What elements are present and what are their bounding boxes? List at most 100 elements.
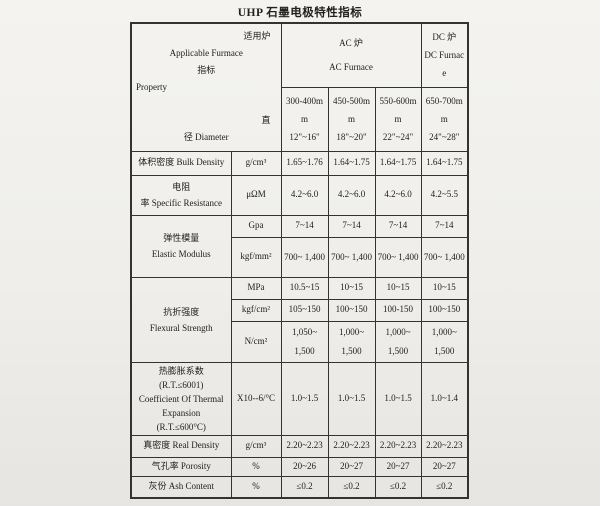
value-cell: ≤0.2 — [280, 475, 329, 499]
property-label-en: Flexural Strength — [149, 322, 213, 333]
diameter-mm: 650-700mm — [425, 96, 463, 124]
value-cell: ≤0.2 — [327, 475, 376, 499]
corner-header-content: 适用炉 Applicable Furmace 指标 Property 直 径 D… — [134, 28, 279, 146]
value-cell: 1.64~1.75 — [374, 150, 422, 176]
diameter-inch: 18"~20" — [336, 132, 367, 142]
row-specific-resistance: 电阻 率 Specific Resistance μΩM 4.2~6.0 4.2… — [130, 174, 469, 216]
value-cell: 20~26 — [280, 456, 329, 477]
row-elastic-modulus-kgf: kgf/mm² 700~ 1,400 700~ 1,400 700~ 1,400… — [131, 236, 469, 278]
property-label-line1: 热膨胀系数 — [158, 365, 204, 376]
row-real-density: 真密度 Real Density g/cm³ 2.20~2.23 2.20~2.… — [130, 434, 469, 458]
value-cell: 4.2~6.0 — [374, 174, 422, 216]
diameter-inch: 22"~24" — [382, 132, 414, 142]
property-label-thermal-expansion: 热膨胀系数 (R.T.≤6001) Coefficient Of Thermal… — [130, 361, 232, 436]
value-cell: 1,000~ 1,500 — [420, 320, 469, 363]
property-label-line5: (R.T.≤600°C) — [156, 421, 206, 432]
unit-cell: MPa — [230, 276, 282, 300]
row-flexural-mpa: 抗折强度 Flexural Strength MPa 10.5~15 10~15… — [130, 276, 469, 363]
value-cell: 100~150 — [327, 298, 376, 322]
value-cell: 100-150 — [374, 298, 422, 322]
row-flexural-ncm: N/cm² 1,050~ 1,500 1,000~ 1,500 1,000~ 1… — [131, 320, 469, 363]
property-label-en: Elastic Modulus — [151, 249, 211, 259]
row-bulk-density: 体积密度 Bulk Density g/cm³ 1.65~1.76 1.64~1… — [130, 150, 469, 176]
page-title: UHP 石墨电极特性指标 — [237, 7, 363, 19]
value-cell: 7~14 — [420, 214, 469, 238]
property-label-real-density: 真密度 Real Density — [130, 434, 232, 458]
value-cell: 1.64~1.75 — [327, 150, 376, 176]
dc-furnace-label-en: DC Furnace — [424, 50, 465, 79]
diameter-header-cell-4: 650-700mm 24"~28" — [420, 86, 469, 152]
corner-applicable-furnace-cn: 适用炉 — [243, 31, 271, 42]
row-porosity: 气孔率 Porosity % 20~26 20~27 20~27 20~27 — [130, 456, 469, 477]
row-flexural-kgf: kgf/cm² 105~150 100~150 100-150 100~150 — [131, 298, 469, 322]
corner-applicable-furnace-en: Applicable Furmace — [169, 48, 243, 59]
header-row-diameter: 300-400mm 12"~16" 450-500mm 18"~20" 550-… — [131, 86, 469, 152]
ac-furnace-label-en: AC Furnace — [329, 62, 373, 73]
property-label-bulk-density: 体积密度 Bulk Density — [130, 150, 232, 176]
unit-cell: Gpa — [230, 214, 282, 238]
value-cell: ≤0.2 — [420, 475, 469, 499]
value-cell: 1.64~1.75 — [420, 150, 469, 176]
value-cell: 100~150 — [420, 298, 469, 322]
value-cell: 2.20~2.23 — [327, 434, 376, 458]
property-label-line4: Expansion — [162, 407, 201, 418]
ac-furnace-header-cell: AC 炉 AC Furnace — [280, 22, 422, 88]
value-cell: 20~27 — [420, 456, 469, 477]
property-label-specific-resistance: 电阻 率 Specific Resistance — [130, 174, 232, 216]
value-cell: 2.20~2.23 — [420, 434, 469, 458]
corner-diameter-cn-part1: 直 — [261, 115, 271, 126]
diameter-header-cell-2: 450-500mm 18"~20" — [327, 86, 376, 152]
diameter-mm: 300-400mm — [286, 96, 324, 124]
property-label-elastic-modulus: 弹性模量 Elastic Modulus — [130, 214, 232, 278]
header-row-furnace: 适用炉 Applicable Furmace 指标 Property 直 径 D… — [130, 22, 469, 152]
value-cell: 2.20~2.23 — [280, 434, 329, 458]
row-elastic-modulus-gpa: 弹性模量 Elastic Modulus Gpa 7~14 7~14 7~14 … — [130, 214, 469, 278]
value-cell: 4.2~5.5 — [420, 174, 469, 216]
value-cell: 105~150 — [280, 298, 329, 322]
property-label-cn: 弹性模量 — [163, 233, 200, 243]
dc-furnace-label-cn: DC 炉 — [432, 32, 457, 43]
value-cell: 1.65~1.76 — [280, 150, 329, 176]
value-cell: 4.2~6.0 — [280, 174, 329, 216]
row-ash-content: 灰份 Ash Content % ≤0.2 ≤0.2 ≤0.2 ≤0.2 — [130, 475, 469, 499]
value-cell: 7~14 — [327, 214, 376, 238]
corner-header-cell: 适用炉 Applicable Furmace 指标 Property 直 径 D… — [130, 22, 282, 152]
diameter-header-cell-3: 550-600mm 22"~24" — [374, 86, 422, 152]
diameter-header-cell-1: 300-400mm 12"~16" — [280, 86, 329, 152]
value-cell: 1.0~1.5 — [327, 361, 376, 436]
value-cell: 10~15 — [327, 276, 376, 300]
value-cell: 1.0~1.4 — [420, 361, 469, 436]
value-cell: 700~ 1,400 — [374, 236, 422, 278]
unit-cell: X10--6/°C — [230, 361, 282, 436]
property-label-line3: Coefficient Of Thermal — [138, 393, 224, 404]
property-label-ash-content: 灰份 Ash Content — [130, 475, 232, 499]
value-cell: 1.0~1.5 — [280, 361, 329, 436]
corner-diameter-label: 径 Diameter — [183, 132, 229, 143]
value-cell: 700~ 1,400 — [327, 236, 376, 278]
unit-cell: % — [230, 456, 282, 477]
ac-furnace-label-cn: AC 炉 — [339, 38, 363, 49]
unit-cell: % — [230, 475, 282, 499]
diameter-inch: 12"~16" — [289, 132, 320, 142]
value-cell: 1,000~ 1,500 — [374, 320, 422, 363]
unit-cell: kgf/mm² — [230, 236, 282, 278]
property-label-cn: 抗折强度 — [163, 306, 200, 317]
unit-cell: N/cm² — [230, 320, 282, 363]
value-cell: 1.0~1.5 — [374, 361, 422, 436]
value-cell: 10.5~15 — [280, 276, 329, 300]
corner-property-cn: 指标 — [197, 65, 216, 76]
diameter-mm: 450-500mm — [333, 96, 371, 124]
value-cell: 700~ 1,400 — [420, 236, 469, 278]
value-cell: 1,050~ 1,500 — [280, 320, 329, 363]
value-cell: ≤0.2 — [374, 475, 422, 499]
property-label-line2: (R.T.≤6001) — [159, 379, 204, 390]
value-cell: 20~27 — [374, 456, 422, 477]
property-label-line2: 率 Specific Resistance — [140, 198, 222, 208]
unit-cell: g/cm³ — [230, 150, 282, 176]
row-thermal-expansion: 热膨胀系数 (R.T.≤6001) Coefficient Of Thermal… — [130, 361, 469, 436]
property-label-porosity: 气孔率 Porosity — [130, 456, 232, 477]
value-cell: 4.2~6.0 — [327, 174, 376, 216]
unit-cell: g/cm³ — [230, 434, 282, 458]
dc-furnace-header-cell: DC 炉 DC Furnace — [420, 22, 469, 88]
